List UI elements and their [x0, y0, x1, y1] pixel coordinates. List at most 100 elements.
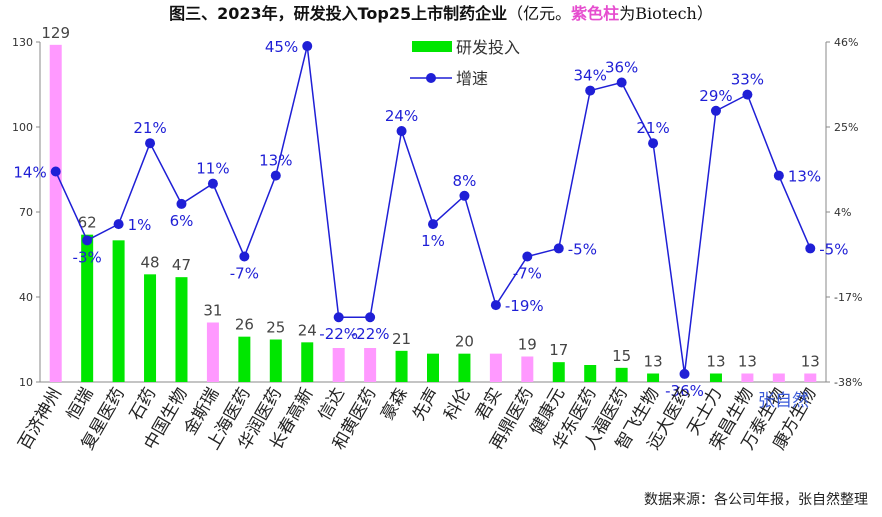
category-label: 科伦: [440, 385, 474, 424]
left-tick-label: 70: [19, 206, 33, 219]
bar-value-label: 21: [392, 330, 411, 348]
growth-point-11: [365, 312, 376, 323]
bar-value-label: 26: [235, 316, 254, 334]
growth-value-label: 1%: [421, 232, 445, 250]
growth-value-label: 33%: [731, 71, 764, 89]
right-tick-label: -17%: [834, 291, 862, 304]
category-label: 百济神州: [15, 385, 66, 454]
bar-7: [238, 336, 251, 382]
bar-16: [521, 356, 534, 382]
growth-point-17: [553, 243, 564, 254]
left-tick-label: 100: [12, 121, 33, 134]
growth-value-label: -22%: [319, 325, 358, 343]
bar-15: [489, 353, 502, 382]
bar-6: [206, 322, 219, 382]
growth-value-label: -36%: [665, 382, 704, 400]
bar-value-label: 13: [738, 353, 757, 371]
growth-value-label: -3%: [73, 248, 102, 266]
bar-value-label: 20: [455, 333, 474, 351]
bar-22: [709, 373, 722, 382]
growth-value-label: -7%: [513, 265, 542, 283]
growth-value-label: 34%: [574, 67, 607, 85]
right-tick-label: 25%: [834, 121, 858, 134]
growth-value-label: -22%: [351, 325, 390, 343]
bar-value-label: 13: [644, 353, 663, 371]
left-tick-label: 40: [19, 291, 33, 304]
growth-value-label: -19%: [505, 297, 544, 315]
bar-10: [332, 348, 345, 382]
bar-3: [112, 240, 125, 382]
bar-5: [175, 277, 188, 382]
growth-point-2: [82, 235, 93, 246]
legend-label-rd: 研发投入: [456, 38, 520, 57]
bar-14: [458, 353, 471, 382]
left-tick-label: 130: [12, 36, 33, 49]
growth-value-label: 21%: [636, 119, 669, 137]
growth-value-label: -5%: [568, 240, 597, 258]
growth-point-24: [773, 170, 784, 181]
bar-value-label: 19: [518, 336, 537, 354]
bar-value-label: 24: [298, 321, 317, 339]
right-tick-label: -38%: [834, 376, 862, 389]
growth-point-16: [522, 251, 533, 262]
bar-17: [552, 362, 565, 382]
growth-point-5: [176, 198, 187, 209]
bar-value-label: 17: [549, 341, 568, 359]
growth-value-label: 11%: [196, 160, 229, 178]
right-tick-label: 46%: [834, 36, 858, 49]
watermark: 张自然: [758, 391, 809, 411]
growth-value-label: -5%: [819, 240, 848, 258]
legend-label-growth: 增速: [456, 69, 488, 88]
bar-23: [741, 373, 754, 382]
source-note: 数据来源：各公司年报，张自然整理: [644, 491, 868, 508]
growth-point-23: [742, 89, 753, 100]
bar-value-label: 129: [41, 24, 70, 42]
bar-12: [395, 350, 408, 382]
growth-point-15: [490, 300, 501, 311]
bar-13: [427, 353, 439, 382]
growth-point-7: [239, 251, 250, 262]
growth-value-label: 8%: [453, 172, 477, 190]
bar-value-label: 25: [266, 319, 285, 337]
growth-point-4: [145, 138, 156, 149]
growth-value-label: -7%: [230, 265, 259, 283]
growth-value-label: 45%: [265, 38, 298, 56]
growth-point-21: [679, 368, 690, 379]
bar-25: [804, 373, 817, 382]
growth-value-label: 21%: [133, 119, 166, 137]
growth-point-10: [333, 312, 344, 323]
legend-swatch-rd: [412, 41, 452, 52]
bar-value-label: 15: [612, 347, 631, 365]
growth-point-12: [396, 126, 407, 137]
growth-point-20: [648, 138, 659, 149]
bar-11: [364, 348, 377, 382]
growth-line: [55, 45, 811, 375]
bar-20: [647, 373, 660, 382]
bar-1: [49, 44, 62, 382]
bar-value-label: 13: [801, 353, 820, 371]
right-tick-label: 4%: [834, 206, 851, 219]
bar-9: [301, 342, 314, 382]
bar-value-label: 31: [203, 302, 222, 320]
legend: 研发投入 增速: [410, 38, 520, 88]
growth-value-label: 36%: [605, 58, 638, 76]
growth-point-9: [302, 41, 313, 52]
bar-8: [269, 339, 282, 382]
growth-value-label: 24%: [385, 107, 418, 125]
growth-point-18: [585, 85, 596, 96]
bar-4: [144, 274, 157, 382]
chart-title: 图三、2023年，研发投入Top25上市制药企业（亿元。紫色柱为Biotech）: [169, 4, 713, 23]
category-label: 豪森: [377, 384, 412, 424]
bar-value-label: 47: [172, 256, 191, 274]
bar-24: [772, 373, 785, 382]
bar-value-label: 62: [78, 214, 97, 232]
bar-value-label: 13: [706, 353, 725, 371]
growth-point-6: [207, 178, 218, 189]
growth-point-25: [805, 243, 816, 254]
growth-value-label: 1%: [128, 216, 152, 234]
growth-value-label: 14%: [13, 164, 46, 182]
growth-point-3: [113, 219, 124, 230]
growth-point-8: [270, 170, 281, 181]
growth-value-label: 6%: [170, 212, 194, 230]
